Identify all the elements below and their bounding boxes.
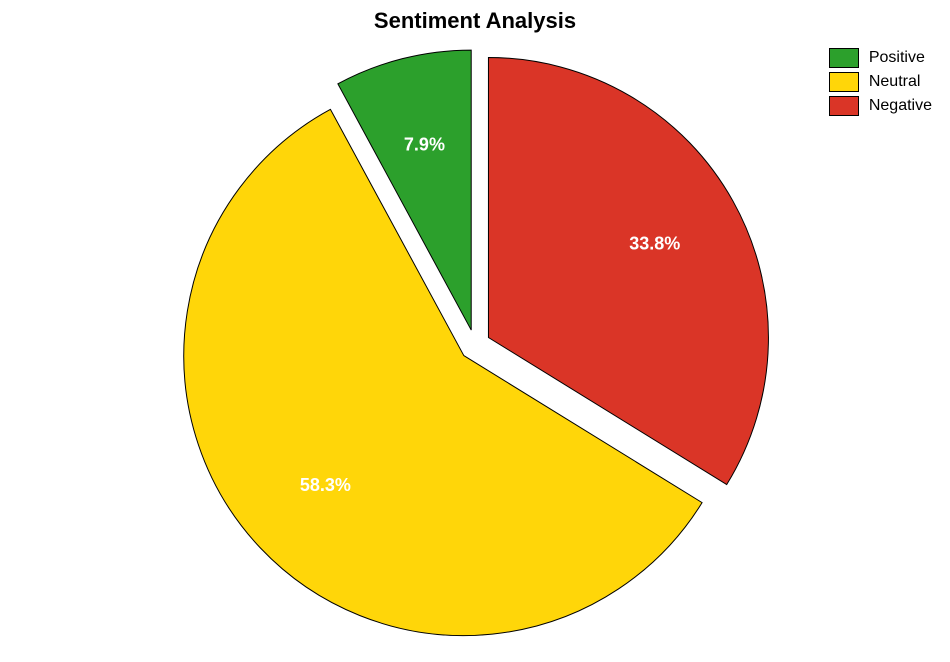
legend-label: Negative [869,97,932,115]
legend-label: Neutral [869,73,921,91]
legend-item-positive: Positive [829,48,932,68]
pie-chart: 33.8% 58.3% 7.9% [0,0,950,662]
legend-item-negative: Negative [829,96,932,116]
pie-slice-label-positive: 7.9% [404,134,445,154]
legend: Positive Neutral Negative [829,48,932,120]
legend-swatch-negative [829,96,859,116]
legend-item-neutral: Neutral [829,72,932,92]
pie-slice-label-neutral: 58.3% [300,475,351,495]
legend-swatch-neutral [829,72,859,92]
legend-label: Positive [869,49,925,67]
pie-slice-label-negative: 33.8% [629,233,680,253]
legend-swatch-positive [829,48,859,68]
